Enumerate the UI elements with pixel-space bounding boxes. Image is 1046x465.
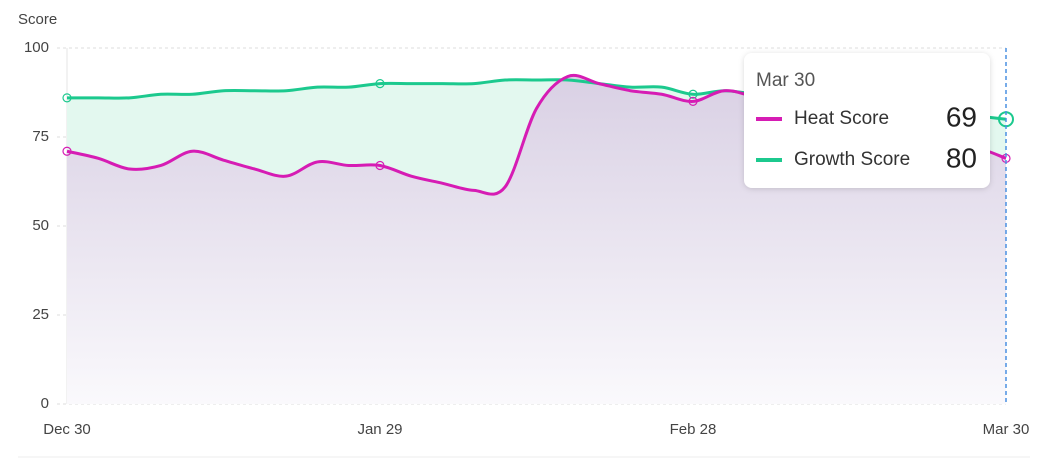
y-tick-label: 100 — [24, 39, 49, 56]
point-marker — [375, 78, 385, 89]
x-tick-label: Jan 29 — [357, 421, 402, 438]
legend-label: Growth Score — [794, 149, 910, 170]
y-tick-label: 75 — [32, 128, 49, 145]
point-marker — [688, 89, 698, 99]
tooltip: Mar 30 Heat Score 69 Growth Score 80 — [744, 53, 990, 188]
x-tick-label: Dec 30 — [43, 421, 91, 438]
legend-label: Heat Score — [794, 108, 889, 129]
tooltip-value: 69 — [946, 101, 977, 132]
tooltip-value: 80 — [946, 142, 977, 173]
y-axis-title: Score — [18, 11, 57, 28]
x-tick-label: Feb 28 — [670, 421, 717, 438]
tooltip-title: Mar 30 — [756, 70, 815, 91]
point-marker — [62, 93, 72, 103]
point-marker — [375, 160, 385, 171]
point-marker — [62, 146, 72, 156]
y-tick-label: 50 — [32, 217, 49, 234]
y-tick-label: 0 — [41, 395, 49, 412]
point-marker — [688, 96, 698, 107]
y-tick-label: 25 — [32, 306, 49, 323]
tooltip-box — [744, 53, 990, 188]
x-tick-label: Mar 30 — [983, 421, 1030, 438]
